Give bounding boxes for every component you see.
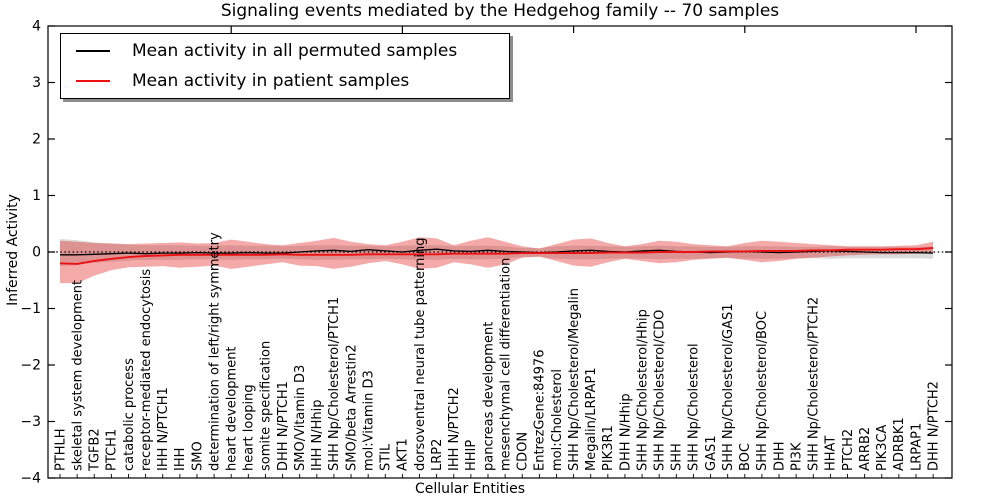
x-tick-label: DHH N/PTCH2 (926, 381, 941, 471)
x-tick-label: SHH Np/Cholesterol (687, 343, 702, 471)
legend-item-patient: Mean activity in patient samples (61, 67, 509, 95)
legend-line-red-icon (76, 80, 110, 83)
patient-std-band (60, 237, 934, 284)
y-tick-label: 2 (32, 132, 41, 148)
permuted-std-band (60, 239, 934, 267)
x-tick-label: PTCH2 (841, 429, 856, 471)
x-tick-label: SHH Np/Cholesterol/GAS1 (721, 303, 736, 471)
chart-title: Signaling events mediated by the Hedgeho… (220, 1, 780, 21)
x-tick-label: IHH (173, 448, 188, 471)
x-tick-label: STIL (379, 443, 394, 471)
x-tick-label: DHH (772, 441, 787, 471)
x-tick-label: Megalin/LRPAP1 (584, 367, 599, 471)
x-tick-label: mol:Cholesterol (550, 369, 565, 471)
x-tick-label: LRP2 (430, 439, 445, 471)
x-tick-label: heart development (225, 346, 240, 471)
x-tick-label: SMO/beta Arrestin2 (344, 344, 359, 471)
x-tick-label: SHH Np/Cholesterol/PTCH2 (807, 297, 822, 471)
x-tick-label: GAS1 (704, 436, 719, 472)
x-axis-label: Cellular Entities (414, 481, 526, 497)
x-tick-label: DHH N/Hhip (618, 393, 633, 471)
x-tick-label: determination of left/right symmetry (207, 232, 222, 471)
x-tick-label: SHH (670, 443, 685, 471)
permuted-mean-line (60, 248, 934, 256)
x-tick-label: BOC (738, 443, 753, 471)
x-tick-label: PIK3CA (875, 424, 890, 471)
x-tick-label: dorsoventral neural tube patterning (413, 238, 428, 471)
legend-line-black-icon (76, 49, 110, 52)
x-tick-label: IHH N/Hhip (310, 400, 325, 472)
x-tick-label: mesenchymal cell differentiation (498, 258, 513, 471)
y-tick-label: 0 (32, 245, 41, 261)
legend: Mean activity in all permuted samples Me… (60, 33, 510, 99)
x-tick-label: CDON (516, 432, 531, 471)
x-tick-label: EntrezGene:84976 (533, 350, 548, 471)
x-tick-label: PTCH1 (105, 429, 120, 471)
x-tick-label: mol:Vitamin D3 (362, 370, 377, 471)
x-tick-label: skeletal system development (70, 280, 85, 471)
x-tick-label: ADRBK1 (892, 417, 907, 471)
x-tick-label: ARRB2 (858, 427, 873, 471)
y-tick-label: −4 (20, 471, 41, 487)
x-tick-label: PTHLH (53, 428, 68, 471)
x-tick-label: SMO (190, 441, 205, 471)
x-tick-label: LRPAP1 (909, 423, 924, 471)
x-tick-label: HHAT (824, 436, 839, 471)
x-tick-label: somite specification (259, 341, 274, 471)
y-tick-label: −3 (20, 414, 41, 430)
x-tick-label: SHH Np/Cholesterol/Hhip (635, 309, 650, 471)
y-tick-label: −2 (20, 358, 41, 374)
y-tick-label: −1 (20, 301, 41, 317)
x-tick-label: SHH Np/Cholesterol/CDO (653, 310, 668, 471)
x-tick-label: PI3K (790, 442, 805, 471)
x-tick-label: catabolic process (122, 358, 137, 471)
x-tick-label: DHH N/PTCH1 (276, 381, 291, 471)
x-tick-label: IHH N/PTCH1 (156, 387, 171, 471)
x-tick-label: SHH Np/Cholesterol/PTCH1 (327, 297, 342, 471)
y-tick-label: 3 (32, 75, 41, 91)
x-tick-label: heart looping (242, 384, 257, 471)
x-tick-label: PIK3R1 (601, 425, 616, 471)
x-tick-label: SHH Np/Cholesterol/BOC (755, 311, 770, 471)
y-tick-label: 1 (32, 188, 41, 204)
x-tick-label: pancreas development (481, 322, 496, 471)
x-tick-label: HHIP (464, 440, 479, 471)
x-tick-label: receptor-mediated endocytosis (139, 269, 154, 471)
x-tick-label: IHH N/PTCH2 (447, 387, 462, 471)
x-tick-label: AKT1 (396, 438, 411, 471)
x-tick-label: TGFB2 (88, 428, 103, 472)
x-tick-label: SMO/Vitamin D3 (293, 365, 308, 471)
patient-mean-line (59, 247, 934, 265)
x-tick-label: SHH Np/Cholesterol/Megalin (567, 288, 582, 471)
y-tick-label: 4 (32, 19, 41, 35)
legend-item-permuted: Mean activity in all permuted samples (61, 37, 509, 65)
y-axis-label: Inferred Activity (5, 194, 21, 306)
legend-label-patient: Mean activity in patient samples (132, 71, 410, 92)
legend-label-permuted: Mean activity in all permuted samples (132, 40, 458, 61)
